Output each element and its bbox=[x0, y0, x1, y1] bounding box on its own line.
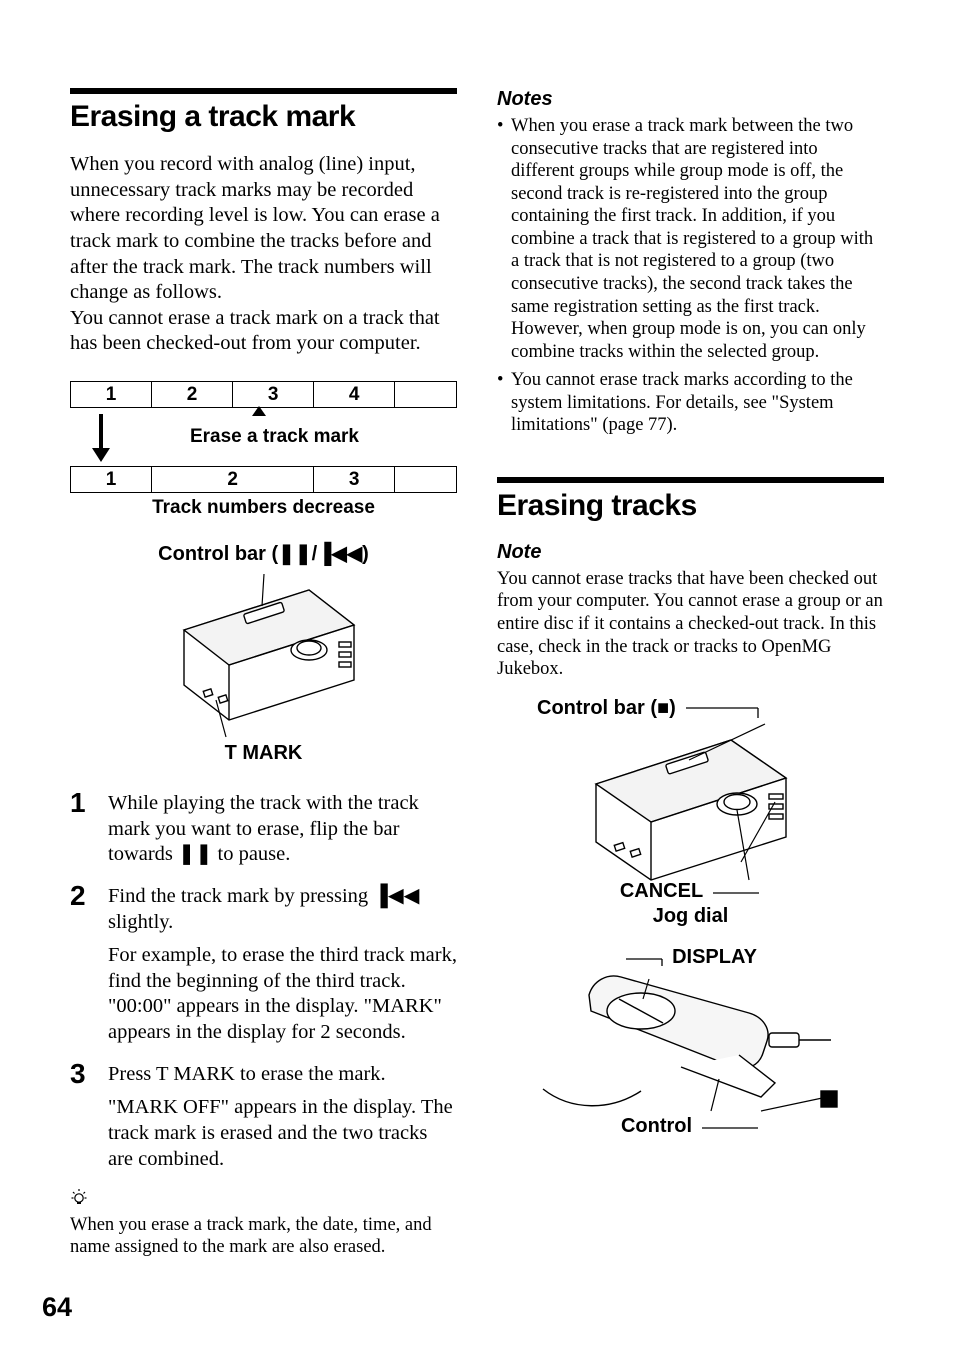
notes-list: When you erase a track mark between the … bbox=[497, 115, 884, 437]
track-cell-blank bbox=[395, 382, 457, 408]
main-unit-illustration bbox=[561, 722, 821, 892]
track-cell: 1 bbox=[71, 382, 152, 408]
notes-heading: Notes bbox=[497, 88, 884, 111]
note-item-2: You cannot erase track marks according t… bbox=[497, 369, 884, 437]
step-3-text: Press T MARK to erase the mark. bbox=[108, 1063, 386, 1085]
leader-line-icon bbox=[624, 952, 664, 966]
control-bar-pause-label: Control bar (❚❚/▐◀◀) bbox=[70, 541, 457, 566]
track-cell: 3 bbox=[233, 382, 314, 408]
heading-erasing-tracks: Erasing tracks bbox=[497, 489, 884, 523]
step-3-sub: "MARK OFF" appears in the display. The t… bbox=[108, 1095, 457, 1172]
note-heading-2: Note bbox=[497, 541, 884, 564]
leader-line-icon bbox=[682, 698, 762, 718]
note-body-2: You cannot erase tracks that have been c… bbox=[497, 568, 884, 681]
section-rule-2 bbox=[497, 477, 884, 483]
track-cell: 4 bbox=[314, 382, 395, 408]
device-illustration bbox=[70, 570, 457, 740]
callout-display: DISPLAY bbox=[672, 946, 757, 968]
leader-line-icon bbox=[700, 1122, 760, 1134]
track-cell: 2 bbox=[152, 382, 233, 408]
step-2: Find the track mark by pressing ▐◀◀ slig… bbox=[70, 884, 457, 1046]
leader-line-icon bbox=[711, 887, 761, 899]
callout-control: Control bbox=[621, 1115, 692, 1137]
callout-jog-dial: Jog dial bbox=[653, 905, 729, 927]
tracks-bottom: 1 2 3 bbox=[70, 466, 457, 493]
track-cell: 1 bbox=[71, 467, 152, 493]
track-cell: 2 bbox=[152, 467, 314, 493]
step-2-text: Find the track mark by pressing ▐◀◀ slig… bbox=[108, 885, 419, 933]
track-diagram: 1 2 3 4 Erase a track mark bbox=[70, 381, 457, 519]
tracks-top: 1 2 3 4 bbox=[70, 381, 457, 408]
note-item-1: When you erase a track mark between the … bbox=[497, 115, 884, 363]
step-2-sub: For example, to erase the third track ma… bbox=[108, 943, 457, 1046]
track-cell: 3 bbox=[314, 467, 395, 493]
tip-text: When you erase a track mark, the date, t… bbox=[70, 1214, 457, 1258]
pointer-up-icon bbox=[252, 406, 266, 416]
section-rule bbox=[70, 88, 457, 94]
callout-control-bar: Control bar (■) bbox=[537, 697, 676, 720]
heading-erasing-track-mark: Erasing a track mark bbox=[70, 100, 457, 134]
step-3: Press T MARK to erase the mark. "MARK OF… bbox=[70, 1062, 457, 1173]
track-cell-blank bbox=[395, 467, 457, 493]
page-number: 64 bbox=[42, 1292, 72, 1323]
step-1: While playing the track with the track m… bbox=[70, 791, 457, 868]
step-1-text: While playing the track with the track m… bbox=[108, 792, 419, 865]
erase-track-mark-label: Erase a track mark bbox=[92, 426, 457, 448]
intro-paragraph: When you record with analog (line) input… bbox=[70, 152, 457, 357]
callout-cancel: CANCEL bbox=[620, 880, 703, 902]
remote-illustration bbox=[531, 971, 851, 1121]
device-figure-group: Control bar (■) bbox=[497, 697, 884, 1138]
tip-icon bbox=[70, 1188, 457, 1212]
diagram-caption: Track numbers decrease bbox=[70, 497, 457, 519]
steps-list: While playing the track with the track m… bbox=[70, 791, 457, 1172]
tmark-label: T MARK bbox=[70, 742, 457, 765]
